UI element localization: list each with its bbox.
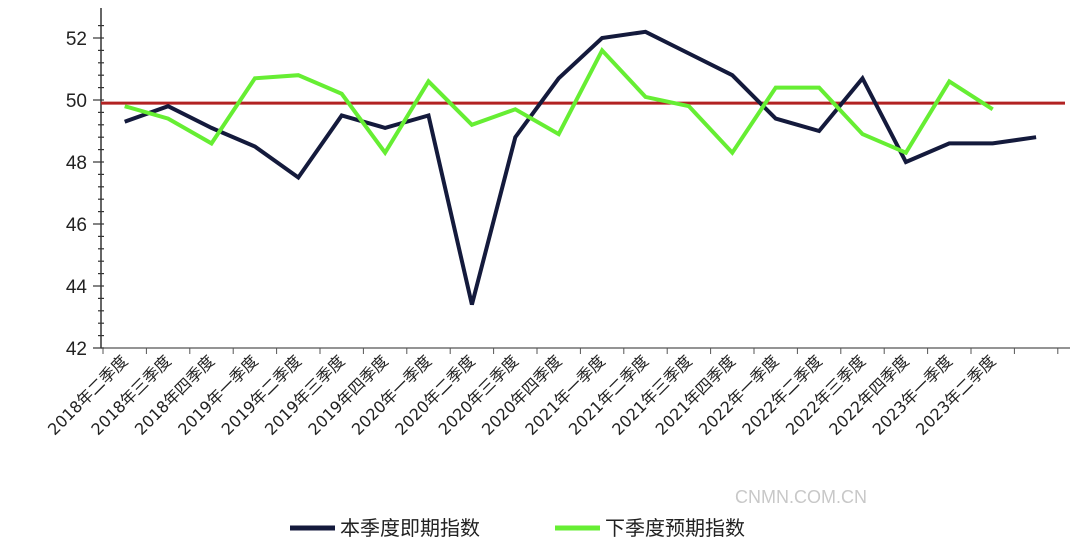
- series-line-2: [124, 46, 994, 157]
- y-tick-label: 50: [66, 91, 87, 112]
- y-tick-label: 48: [66, 153, 87, 174]
- legend: 本季度即期指数 下季度预期指数: [290, 516, 745, 540]
- axes: 42 44 46 48 50 52: [66, 8, 1070, 360]
- y-tick-label: 44: [66, 277, 88, 298]
- y-tick-label: 42: [66, 339, 87, 360]
- legend-label: 本季度即期指数: [340, 516, 480, 540]
- series-line-1: [124, 29, 1037, 306]
- y-tick-label: 52: [66, 29, 87, 50]
- legend-label: 下季度预期指数: [605, 516, 745, 540]
- series-lines: [124, 29, 1037, 306]
- watermark: CNMN.COM.CN: [735, 487, 867, 507]
- x-tick-labels: 2018年二季度2018年三季度2018年四季度2019年一季度2019年二季度…: [44, 351, 999, 438]
- y-tick-label: 46: [66, 215, 87, 236]
